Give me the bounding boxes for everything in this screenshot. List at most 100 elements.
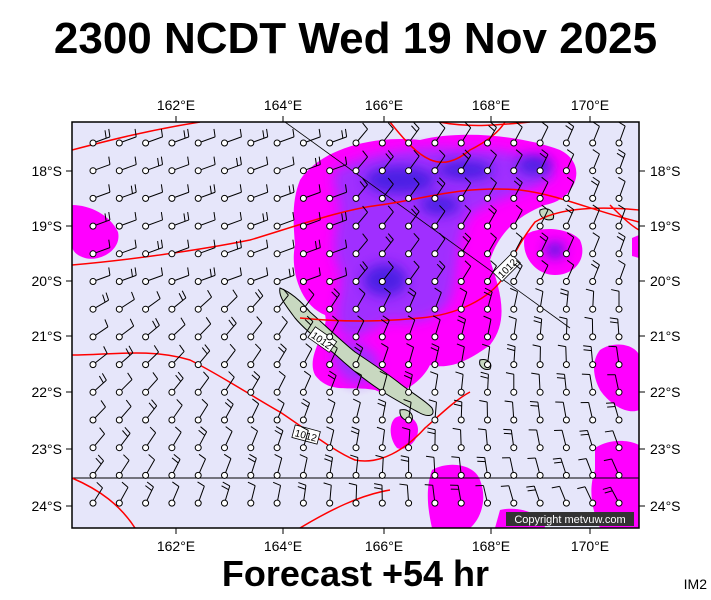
wind-barb [115, 128, 137, 147]
wind-barb [115, 399, 132, 424]
lon-label-top: 164°E [264, 97, 302, 113]
wind-barb [554, 429, 570, 452]
lat-label-left: 21°S [31, 328, 62, 344]
wind-barb [589, 232, 600, 258]
wind-barb [615, 176, 626, 202]
wind-barb [89, 373, 107, 396]
wind-barb [194, 267, 216, 285]
wind-barb [142, 426, 157, 452]
wind-barb [352, 178, 368, 202]
wind-barb [326, 288, 340, 313]
wind-barb [350, 426, 360, 452]
wind-barb [168, 453, 181, 479]
wind-barb [452, 427, 465, 452]
wind-barb [323, 482, 334, 507]
wind-barb [194, 156, 216, 175]
wind-barb [457, 232, 472, 258]
wind-barb [142, 372, 159, 396]
wind-barb [273, 398, 285, 424]
wind-barb [221, 343, 236, 369]
wind-barb [378, 205, 394, 230]
wind-barb [428, 399, 439, 424]
wind-barb [273, 426, 284, 452]
wind-barb [115, 426, 131, 452]
wind-barb [352, 287, 366, 313]
wind-barb [299, 128, 321, 147]
wind-barb [378, 287, 391, 313]
wind-barb [451, 456, 465, 479]
wind-barb [562, 149, 575, 175]
wind-barb [299, 156, 321, 175]
wind-barb [299, 398, 311, 424]
wind-barb [115, 318, 135, 341]
wind-barb [273, 267, 295, 285]
wind-barb [142, 291, 161, 313]
wind-barb [510, 177, 523, 202]
wind-barb [142, 481, 154, 507]
wind-barb [221, 267, 242, 285]
wind-barb [481, 343, 491, 369]
lon-labels-bottom: 162°E 164°E 166°E 168°E 170°E [157, 538, 609, 554]
wind-barb [604, 430, 623, 452]
wind-barb [247, 184, 269, 202]
wind-barb [556, 373, 570, 396]
wind-barb [273, 128, 295, 147]
wind-barb [551, 485, 570, 507]
wind-barb [142, 211, 164, 230]
isobar-lines [72, 122, 639, 528]
wind-barb [430, 343, 440, 369]
wind-barb [562, 204, 575, 230]
wind-barb [247, 426, 259, 452]
wind-barb [194, 371, 210, 396]
wind-barb [580, 401, 597, 424]
image-tag: IM2 [683, 576, 707, 592]
wind-barb [352, 261, 368, 285]
wind-barb [430, 371, 439, 396]
wind-barb [89, 239, 111, 258]
wind-barb [535, 288, 544, 313]
wind-barb [529, 400, 544, 424]
wind-barb [402, 427, 413, 452]
wind-barb [578, 458, 597, 479]
wind-barb [615, 232, 626, 258]
wind-barb [615, 122, 626, 147]
wind-barb [115, 184, 137, 202]
wind-barb [297, 482, 307, 507]
wind-barb [484, 177, 497, 202]
lon-label-top: 170°E [571, 97, 609, 113]
wind-barb [221, 426, 233, 452]
wind-barb [510, 122, 523, 147]
forecast-lead-time: Forecast +54 hr [221, 553, 490, 594]
wind-barb [168, 481, 180, 507]
wind-barb [405, 232, 420, 258]
wind-barb [431, 260, 446, 285]
wind-barb [562, 122, 575, 147]
wind-barb [378, 122, 394, 147]
lat-label-right: 20°S [650, 273, 681, 289]
wind-barb [581, 373, 597, 396]
wind-barb [562, 232, 575, 258]
wind-barb [405, 315, 416, 341]
wind-barb [502, 457, 518, 479]
wind-barb [299, 370, 312, 396]
lon-label-bottom: 162°E [157, 538, 195, 554]
wind-barb [168, 156, 190, 175]
wind-barb [532, 344, 544, 369]
wind-barb [247, 371, 261, 396]
wind-barb [375, 454, 386, 479]
wind-barb [194, 344, 211, 369]
wind-barb [142, 128, 164, 147]
wind-barb [326, 184, 348, 202]
wind-barb [326, 239, 348, 258]
wind-barb [168, 371, 184, 396]
wind-barb [584, 316, 597, 341]
wind-barb [326, 315, 339, 341]
wind-barb [221, 211, 242, 230]
wind-barb [477, 428, 491, 452]
wind-barb [221, 239, 242, 258]
lon-label-bottom: 168°E [472, 538, 510, 554]
wind-barb [299, 426, 309, 452]
wind-barb [431, 205, 446, 230]
wind-barb [326, 211, 348, 230]
